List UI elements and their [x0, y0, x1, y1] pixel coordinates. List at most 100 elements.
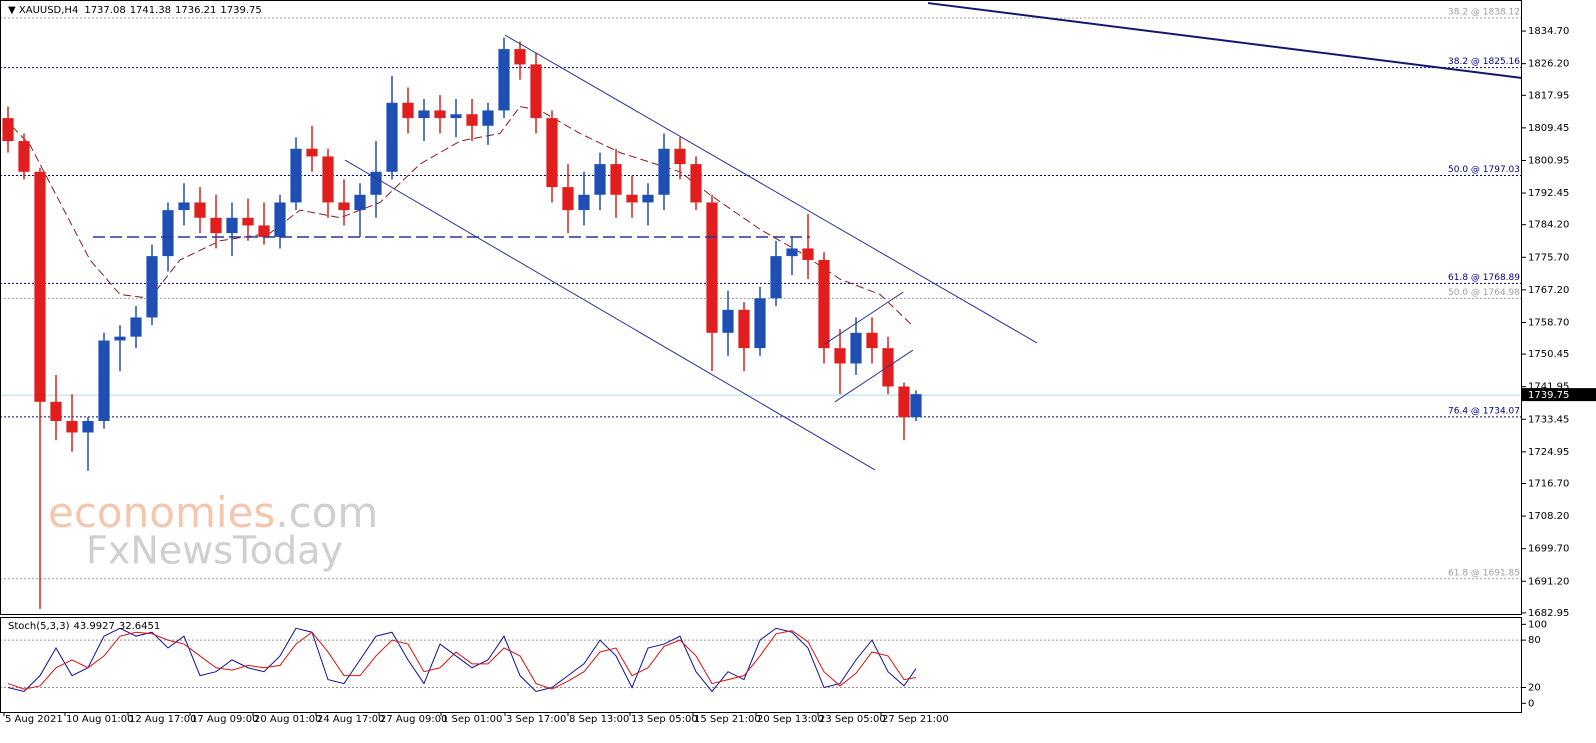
candle-body	[434, 110, 446, 119]
candle-body	[866, 332, 878, 349]
y-tick-label: 1834.70	[1528, 26, 1569, 37]
candle-body	[130, 317, 142, 337]
candle-body	[18, 141, 30, 172]
x-tick-label: 12 Aug 17:00	[129, 714, 196, 725]
candle-body	[66, 420, 78, 433]
x-tick-label: 23 Sep 05:00	[819, 714, 886, 725]
header-high: 1741.38	[130, 5, 171, 16]
plot-layer	[2, 2, 1523, 693]
chart-header: ▼ XAUUSD,H4 1737.08 1741.38 1736.21 1739.75	[8, 5, 262, 16]
fib-level-label: 50.0 @ 1797.03	[1448, 165, 1520, 175]
candle-body	[642, 194, 654, 203]
candle-body	[274, 202, 286, 237]
trendline	[927, 2, 1523, 80]
candle-body	[498, 49, 510, 111]
x-tick-label: 17 Aug 09:00	[191, 714, 258, 725]
y-tick-label: 1809.45	[1528, 123, 1569, 134]
last-price-label: 1739.75	[1528, 390, 1569, 401]
stoch-signal-value: 32.6451	[119, 621, 160, 632]
candle-body	[466, 114, 478, 126]
candle-body	[194, 202, 206, 218]
watermark: economies.com	[48, 488, 378, 537]
y-tick-label: 1767.20	[1528, 285, 1569, 296]
candle-body	[802, 248, 814, 260]
watermark: FxNewsToday	[86, 529, 343, 573]
candle-body	[754, 298, 766, 349]
x-tick-label: 24 Aug 17:00	[317, 714, 384, 725]
header-low: 1736.21	[175, 5, 216, 16]
last-price-box	[1522, 388, 1596, 402]
watermark-domain: .com	[275, 488, 378, 537]
symbol: XAUUSD,H4	[19, 5, 78, 16]
y-tick-label: 1758.70	[1528, 317, 1569, 328]
candle-body	[338, 202, 350, 211]
candle-body	[450, 114, 462, 119]
moving-average	[3, 106, 913, 326]
header-close: 1739.75	[220, 5, 261, 16]
candle-body	[82, 420, 94, 433]
stoch-panel-frame	[0, 617, 1522, 713]
candle-body	[578, 194, 590, 211]
candle-body	[658, 148, 670, 195]
candle-body	[818, 259, 830, 349]
candle-body	[882, 348, 894, 387]
candle-body	[226, 217, 238, 234]
candle-body	[386, 102, 398, 172]
x-tick-label: 3 Sep 17:00	[506, 714, 566, 725]
candle-body	[162, 210, 174, 257]
fib-level-label: 38.2 @ 1825.16	[1448, 57, 1520, 67]
x-tick-label: 15 Sep 21:00	[694, 714, 761, 725]
candle-body	[562, 187, 574, 211]
candle-body	[738, 309, 750, 349]
candle-body	[674, 148, 686, 165]
candle-body	[98, 340, 110, 421]
overlay-layer: 1834.70 1826.20 1817.95 1809.45 1800.95 1792.…	[3, 26, 1596, 725]
candle-body	[910, 394, 922, 418]
candle-body	[402, 102, 414, 119]
candle-body	[706, 202, 718, 333]
candle-body	[626, 194, 638, 203]
stoch-line	[7, 627, 917, 693]
x-tick-label: 5 Aug 2021	[5, 714, 63, 725]
stoch-main-value: 43.9927	[73, 621, 114, 632]
x-tick-label: 1 Sep 01:00	[442, 714, 502, 725]
candle-body	[418, 110, 430, 119]
candle-body	[898, 386, 910, 418]
candle-body	[690, 164, 702, 203]
x-tick-label: 27 Aug 09:00	[380, 714, 447, 725]
x-tick-label: 27 Sep 21:00	[882, 714, 949, 725]
candle-body	[546, 118, 558, 188]
y-tick-label: 1750.45	[1528, 349, 1569, 360]
y-tick-label: 1784.20	[1528, 220, 1569, 231]
candle-body	[610, 164, 622, 195]
candle-body	[210, 217, 222, 234]
candle-body	[354, 194, 366, 211]
y-tick-label: 80	[1528, 635, 1541, 646]
y-tick-label: 1733.45	[1528, 414, 1569, 425]
candle-body	[722, 309, 734, 333]
y-tick-label: 1800.95	[1528, 155, 1569, 166]
x-tick-label: 20 Sep 13:00	[757, 714, 824, 725]
fib-level-label: 61.8 @ 1691.85	[1448, 568, 1520, 578]
candle-body	[2, 118, 14, 142]
candle-body	[322, 156, 334, 203]
x-tick-label: 8 Sep 13:00	[569, 714, 629, 725]
y-tick-label: 1741.95	[1528, 382, 1569, 393]
candle-body	[370, 171, 382, 195]
y-tick-label: 1716.70	[1528, 478, 1569, 489]
candle-body	[594, 164, 606, 195]
header-arrow: ▼	[8, 5, 19, 16]
watermark-brand: economies	[48, 488, 275, 537]
candle-body	[850, 332, 862, 364]
stoch-header: Stoch(5,3,3) 43.9927 32.6451	[8, 621, 160, 632]
candle-body	[34, 171, 46, 402]
header-open: 1737.08	[84, 5, 125, 16]
candle-body	[146, 256, 158, 318]
fib-level-label: 50.0 @ 1764.98	[1448, 288, 1520, 298]
candle-body	[770, 256, 782, 299]
candle-body	[178, 202, 190, 211]
y-tick-label: 1826.20	[1528, 59, 1569, 70]
